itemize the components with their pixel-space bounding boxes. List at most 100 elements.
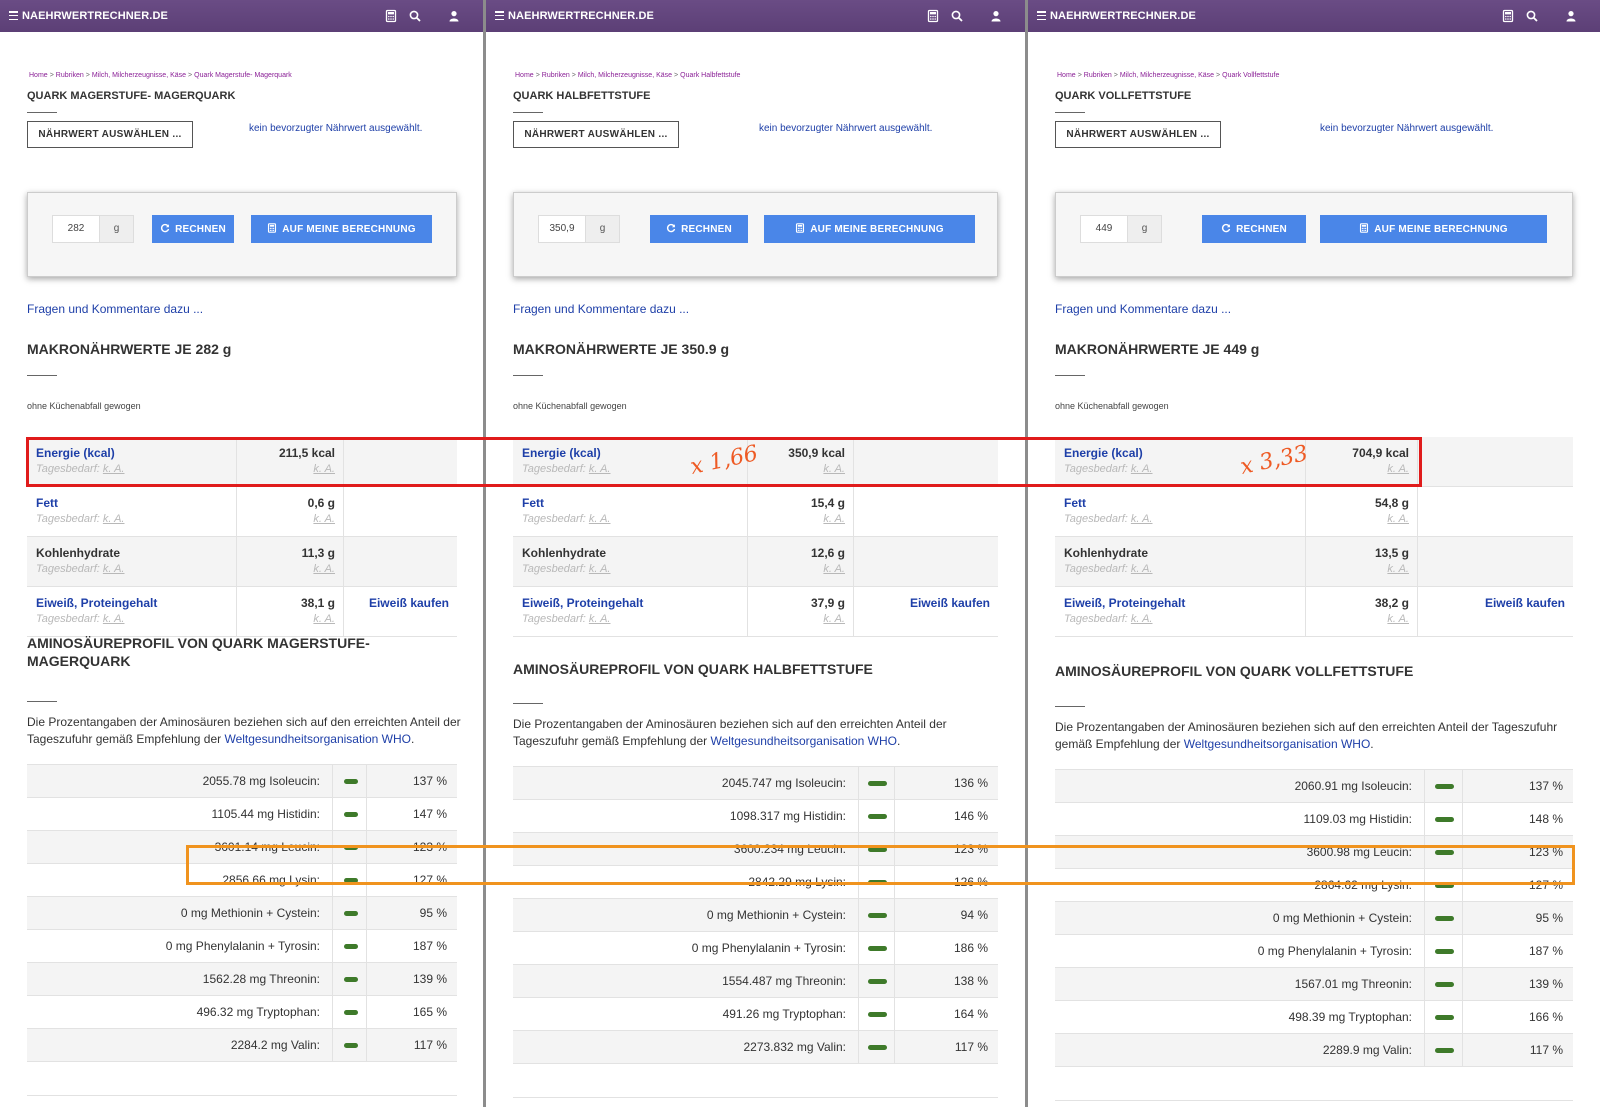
breadcrumb-separator: >: [49, 72, 54, 79]
amino-bar-cell: [858, 1031, 895, 1063]
amino-acid-amount: 1567.01 mg Threonin:: [1294, 977, 1412, 991]
nutrient-value: 54,8 g: [1374, 496, 1409, 510]
energy-highlight-box: [26, 437, 1422, 487]
calculator-icon[interactable]: [926, 9, 940, 23]
calculator-icon[interactable]: [384, 9, 398, 23]
nutrient-value: 13,5 g: [1374, 546, 1409, 560]
breadcrumb-item[interactable]: Home: [29, 72, 48, 79]
who-link[interactable]: Weltgesundheitsorganisation WHO: [224, 732, 411, 746]
daily-label: Tagesbedarf:: [1064, 463, 1128, 475]
search-icon[interactable]: [950, 9, 964, 23]
amount-input[interactable]: 350,9: [538, 215, 586, 243]
nutrient-name[interactable]: Energie (kcal): [36, 446, 115, 460]
daily-value: k. A.: [102, 563, 125, 575]
select-nutrient-button[interactable]: NÄHRWERT AUSWÄHLEN ...: [1055, 121, 1221, 148]
comments-link[interactable]: Fragen und Kommentare dazu ...: [1055, 302, 1232, 316]
amino-acid-amount: 0 mg Phenylalanin + Tyrosin:: [691, 941, 846, 955]
user-icon[interactable]: [1564, 9, 1578, 23]
daily-label: Tagesbedarf:: [36, 563, 100, 575]
amino-acid-row: 0 mg Phenylalanin + Tyrosin: 186 %: [513, 932, 998, 965]
breadcrumb-item[interactable]: Quark Halbfettstufe: [680, 72, 741, 79]
hamburger-menu-icon[interactable]: [9, 11, 18, 21]
macro-row: Energie (kcal) Tagesbedarf: k. A. 211,5 kc…: [27, 437, 457, 487]
nutrient-name[interactable]: Eiweiß, Proteingehalt: [522, 596, 644, 610]
user-icon[interactable]: [989, 9, 1003, 23]
breadcrumb-item[interactable]: Rubriken: [1083, 72, 1112, 79]
amino-bar-cell: [332, 864, 367, 896]
amino-acid-row: 0 mg Phenylalanin + Tyrosin: 187 %: [1055, 935, 1573, 968]
daily-value: k. A.: [588, 463, 611, 475]
nutrient-extra-cell: [343, 437, 457, 486]
buy-protein-link[interactable]: Eiweiß kaufen: [909, 596, 990, 610]
hamburger-menu-icon[interactable]: [495, 11, 504, 21]
nutrient-name[interactable]: Eiweiß, Proteingehalt: [1064, 596, 1186, 610]
breadcrumb-item[interactable]: Quark Vollfettstufe: [1222, 72, 1280, 79]
amino-acid-row: 491.26 mg Tryptophan: 164 %: [513, 998, 998, 1031]
nutrient-name[interactable]: Energie (kcal): [522, 446, 601, 460]
who-link[interactable]: Weltgesundheitsorganisation WHO: [710, 734, 897, 748]
rechnen-button[interactable]: RECHNEN: [152, 215, 234, 243]
macro-row: Kohlenhydrate Tagesbedarf: k. A. 13,5 g k. …: [1055, 537, 1573, 587]
search-icon[interactable]: [408, 9, 422, 23]
breadcrumb-item[interactable]: Rubriken: [541, 72, 570, 79]
amount-input[interactable]: 282: [52, 215, 100, 243]
site-title[interactable]: NAEHRWERTRECHNER.DE: [508, 10, 654, 22]
daily-requirement: Tagesbedarf: k. A.: [522, 563, 610, 575]
nutrient-name[interactable]: Fett: [36, 496, 58, 510]
amino-acid-amount: 1109.03 mg Histidin:: [1303, 812, 1412, 826]
nutrient-name[interactable]: Energie (kcal): [1064, 446, 1143, 460]
comments-link[interactable]: Fragen und Kommentare dazu ...: [513, 302, 690, 316]
daily-requirement: Tagesbedarf: k. A.: [522, 463, 610, 475]
buy-protein-link[interactable]: Eiweiß kaufen: [1484, 596, 1565, 610]
add-to-my-calculation-button[interactable]: AUF MEINE BERECHNUNG: [251, 215, 432, 243]
amino-bar-cell: [1424, 968, 1463, 1000]
nutrient-value: 0,6 g: [307, 496, 335, 510]
amino-bar-cell: [332, 996, 367, 1028]
rechnen-button[interactable]: RECHNEN: [650, 215, 748, 243]
macro-row: Kohlenhydrate Tagesbedarf: k. A. 11,3 g k. …: [27, 537, 457, 587]
amino-description-text: Die Prozentangaben der Aminosäuren bezie…: [27, 715, 461, 746]
nutrient-value: 38,1 g: [300, 596, 335, 610]
who-link[interactable]: Weltgesundheitsorganisation WHO: [1183, 737, 1371, 751]
nutrient-daily-value: k. A.: [1387, 513, 1409, 525]
daily-requirement: Tagesbedarf: k. A.: [522, 613, 610, 625]
breadcrumb-item[interactable]: Milch, Milcherzeugnisse, Käse: [577, 72, 673, 79]
buy-protein-link[interactable]: Eiweiß kaufen: [368, 596, 449, 610]
breadcrumb-separator: >: [1216, 72, 1221, 79]
daily-requirement: Tagesbedarf: k. A.: [36, 563, 124, 575]
nutrient-value: 350,9 kcal: [788, 446, 845, 460]
rechnen-button[interactable]: RECHNEN: [1202, 215, 1306, 243]
nutrient-name[interactable]: Fett: [522, 496, 544, 510]
add-to-my-calculation-button[interactable]: AUF MEINE BERECHNUNG: [1320, 215, 1547, 243]
breadcrumb-item[interactable]: Quark Magerstufe- Magerquark: [194, 72, 292, 79]
breadcrumb-item[interactable]: Milch, Milcherzeugnisse, Käse: [91, 72, 187, 79]
hamburger-menu-icon[interactable]: [1037, 11, 1046, 21]
amino-acid-amount: 0 mg Methionin + Cystein:: [1272, 911, 1412, 925]
amino-divider: [513, 703, 543, 704]
breadcrumb-item[interactable]: Home: [1057, 72, 1076, 79]
amino-description-end: .: [411, 732, 415, 746]
select-nutrient-button[interactable]: NÄHRWERT AUSWÄHLEN ...: [513, 121, 679, 148]
amino-bar-cell: [332, 765, 367, 797]
nutrient-name[interactable]: Eiweiß, Proteingehalt: [36, 596, 158, 610]
breadcrumb-item[interactable]: Rubriken: [55, 72, 84, 79]
macro-divider: [513, 375, 543, 376]
macro-row: Fett Tagesbedarf: k. A. 0,6 g k. A.: [27, 487, 457, 537]
add-to-my-calculation-button[interactable]: AUF MEINE BERECHNUNG: [764, 215, 975, 243]
amino-acid-row: 1098.317 mg Histidin: 146 %: [513, 800, 998, 833]
breadcrumb-item[interactable]: Milch, Milcherzeugnisse, Käse: [1119, 72, 1215, 79]
amino-acid-percent: 137 %: [412, 774, 447, 788]
search-icon[interactable]: [1525, 9, 1539, 23]
select-nutrient-button[interactable]: NÄHRWERT AUSWÄHLEN ...: [27, 121, 193, 148]
comments-link[interactable]: Fragen und Kommentare dazu ...: [27, 302, 204, 316]
nutrient-extra-cell: [853, 487, 998, 536]
site-title[interactable]: NAEHRWERTRECHNER.DE: [1050, 10, 1196, 22]
site-title[interactable]: NAEHRWERTRECHNER.DE: [22, 10, 168, 22]
user-icon[interactable]: [447, 9, 461, 23]
amount-input[interactable]: 449: [1080, 215, 1128, 243]
nutrient-name[interactable]: Fett: [1064, 496, 1086, 510]
amino-acid-row: 2864.62 mg Lysin: 127 %: [1055, 869, 1573, 902]
calculator-icon[interactable]: [1501, 9, 1515, 23]
breadcrumb-item[interactable]: Home: [515, 72, 534, 79]
amino-acid-table: 2055.78 mg Isoleucin: 137 % 1105.44 mg His…: [27, 764, 457, 1062]
